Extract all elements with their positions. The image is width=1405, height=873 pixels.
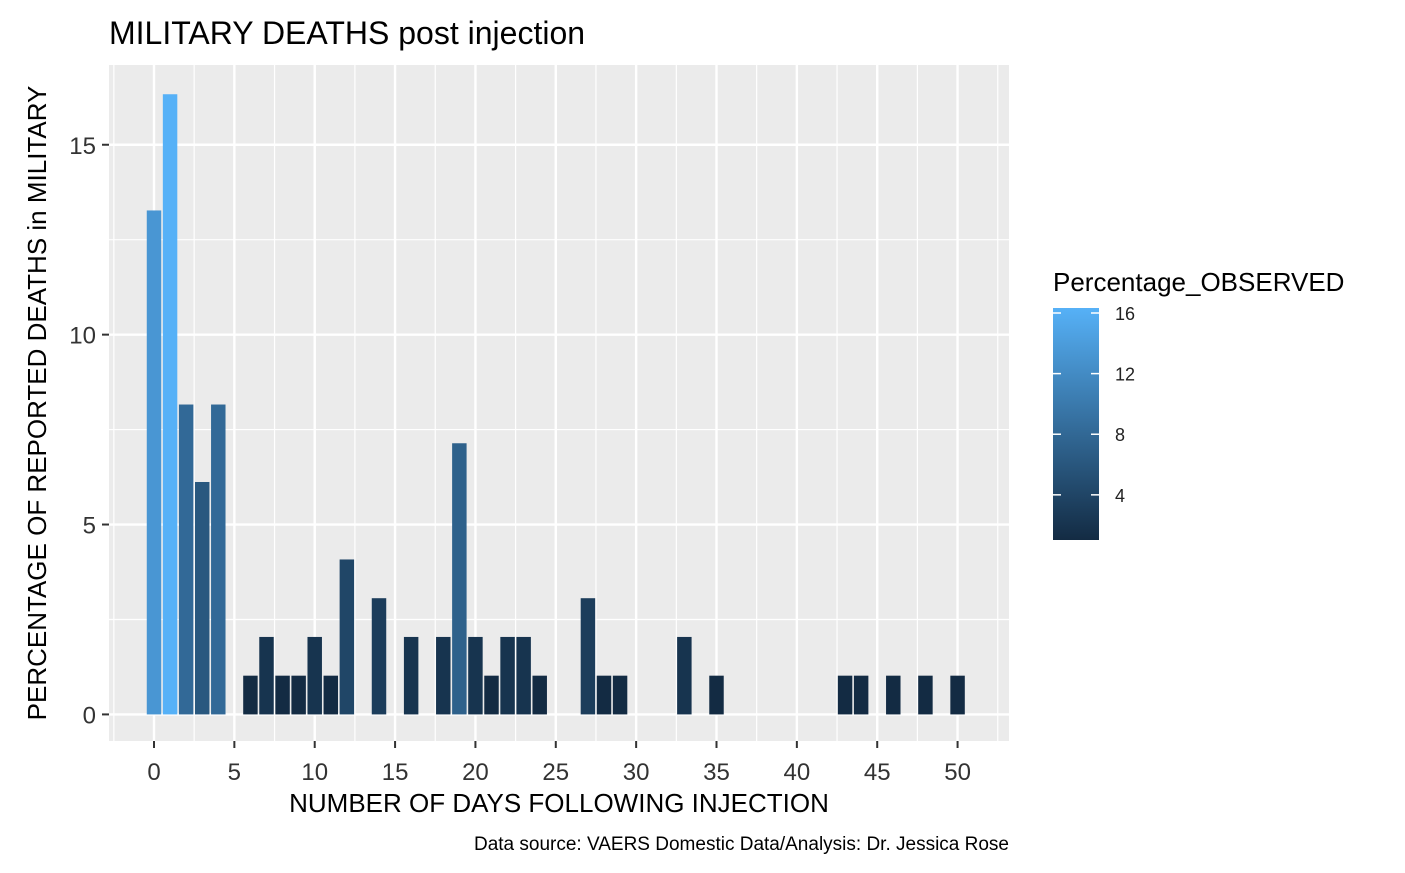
bar bbox=[162, 94, 178, 715]
plot-panel bbox=[109, 65, 1009, 741]
bar bbox=[709, 675, 724, 715]
x-tick-label: 0 bbox=[147, 759, 160, 786]
x-tick-label: 35 bbox=[703, 759, 730, 786]
legend-colorbar bbox=[1053, 308, 1099, 540]
bar bbox=[853, 675, 869, 715]
bar bbox=[194, 481, 210, 715]
bar bbox=[532, 675, 547, 715]
bar bbox=[339, 559, 355, 715]
x-tick-label: 25 bbox=[542, 759, 569, 786]
bar bbox=[452, 443, 467, 715]
bars bbox=[146, 94, 965, 715]
bar bbox=[146, 210, 162, 715]
x-tick-label: 40 bbox=[784, 759, 811, 786]
bar bbox=[580, 598, 596, 715]
bar bbox=[275, 675, 290, 715]
bar bbox=[403, 636, 419, 715]
legend-tick-label: 8 bbox=[1115, 425, 1125, 445]
y-tick-label: 10 bbox=[69, 323, 96, 350]
bar bbox=[211, 404, 226, 715]
legend-title: Percentage_OBSERVED bbox=[1053, 267, 1344, 297]
chart-title: MILITARY DEATHS post injection bbox=[109, 15, 585, 51]
bar bbox=[837, 675, 853, 715]
bar bbox=[950, 675, 965, 715]
bar bbox=[291, 675, 306, 715]
legend: Percentage_OBSERVED 4 8 12 16 bbox=[1053, 267, 1344, 540]
x-tick-label: 45 bbox=[864, 759, 891, 786]
bar bbox=[323, 675, 339, 715]
x-tick-label: 30 bbox=[623, 759, 650, 786]
bar bbox=[516, 636, 531, 715]
bar bbox=[886, 675, 901, 715]
bar bbox=[918, 675, 933, 715]
bar bbox=[259, 636, 274, 715]
bar bbox=[612, 675, 628, 715]
y-tick-label: 15 bbox=[69, 133, 96, 160]
x-tick-label: 15 bbox=[382, 759, 409, 786]
y-axis: 0 5 10 15 bbox=[69, 133, 109, 729]
bar bbox=[307, 636, 322, 715]
y-axis-title: PERCENTAGE OF REPORTED DEATHS in MILITAR… bbox=[22, 86, 52, 721]
bar bbox=[243, 675, 258, 715]
y-tick-label: 5 bbox=[83, 513, 96, 540]
x-tick-label: 10 bbox=[301, 759, 328, 786]
legend-tick-label: 12 bbox=[1115, 365, 1135, 385]
legend-tick-label: 4 bbox=[1115, 486, 1125, 506]
bar bbox=[468, 636, 483, 715]
bar bbox=[596, 675, 612, 715]
bar bbox=[677, 636, 692, 715]
grid-minor bbox=[109, 65, 1009, 741]
bar bbox=[371, 598, 387, 715]
x-axis-title: NUMBER OF DAYS FOLLOWING INJECTION bbox=[289, 788, 829, 818]
bar bbox=[178, 404, 194, 715]
x-tick-label: 5 bbox=[228, 759, 241, 786]
x-tick-label: 20 bbox=[462, 759, 489, 786]
bar bbox=[500, 636, 515, 715]
chart-caption: Data source: VAERS Domestic Data/Analysi… bbox=[474, 834, 1009, 855]
x-axis: 0 5 10 15 20 25 30 35 40 45 50 bbox=[147, 741, 971, 786]
legend-tick-label: 16 bbox=[1115, 304, 1135, 324]
legend-ticks: 4 8 12 16 bbox=[1053, 304, 1135, 506]
bar bbox=[484, 675, 499, 715]
x-tick-label: 50 bbox=[944, 759, 971, 786]
grid-major bbox=[109, 65, 1009, 741]
y-tick-label: 0 bbox=[83, 702, 96, 729]
bar bbox=[436, 636, 451, 715]
